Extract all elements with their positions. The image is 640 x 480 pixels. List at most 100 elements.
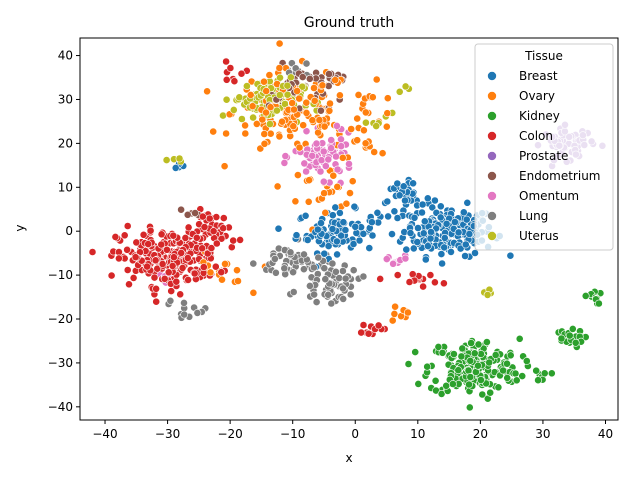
scatter-point-kidney [511,369,520,378]
legend-label: Ovary [519,89,555,103]
scatter-point-omentum [317,156,326,165]
scatter-point-colon [192,233,201,242]
scatter-point-lung [328,259,337,268]
legend-marker [487,171,497,181]
scatter-point-ovary [320,122,329,131]
scatter-point-breast [171,163,180,172]
scatter-point-omentum [321,162,330,170]
scatter-point-breast [462,215,471,224]
scatter-point-breast [442,219,451,228]
scatter-point-colon [190,269,199,278]
scatter-point-uterus [162,156,171,164]
scatter-point-breast [384,212,392,221]
scatter-point-kidney [532,366,541,375]
scatter-point-ovary [353,136,362,145]
scatter-point-breast [390,207,399,216]
x-tick-label: 40 [598,427,613,441]
scatter-point-colon [139,230,148,239]
scatter-point-ovary [347,125,356,133]
legend-marker [487,91,497,101]
scatter-point-uterus [483,290,492,299]
scatter-point-colon [157,230,166,239]
scatter-point-colon [167,287,176,295]
scatter-point-kidney [454,366,463,375]
scatter-point-breast [406,229,415,237]
scatter-point-omentum [319,147,328,156]
scatter-point-breast [463,198,472,207]
scatter-point-breast [328,225,337,233]
scatter-point-ovary [318,81,327,90]
scatter-point-breast [339,218,348,227]
scatter-point-ovary [321,208,330,217]
legend-marker [487,151,497,161]
scatter-point-kidney [411,348,420,356]
scatter-point-colon [111,232,120,241]
scatter-point-kidney [506,351,515,360]
scatter-point-uterus [237,115,246,123]
scatter-point-omentum [327,144,335,153]
scatter-point-kidney [474,361,482,370]
scatter-point-colon [408,270,417,279]
legend-title: Tissue [524,49,563,63]
scatter-point-colon [146,226,155,235]
scatter-point-omentum [337,142,346,151]
scatter-point-ovary [258,115,267,124]
scatter-point-kidney [465,380,473,389]
scatter-point-kidney [494,383,503,392]
x-tick-label: 30 [535,427,550,441]
scatter-point-omentum [281,152,290,160]
scatter-point-omentum [327,136,336,144]
x-tick-label: 0 [351,427,359,441]
scatter-point-lung [310,290,318,299]
scatter-point-kidney [404,360,413,368]
scatter-point-kidney [474,340,483,349]
scatter-point-colon [132,238,141,247]
scatter-point-kidney [476,376,485,384]
scatter-point-omentum [382,255,391,263]
scatter-point-kidney [547,369,556,378]
scatter-point-ovary [233,266,241,275]
scatter-point-colon [199,263,208,271]
scatter-point-colon [237,69,246,78]
y-tick-label: 30 [58,92,73,106]
scatter-point-uterus [175,154,184,163]
scatter-point-ovary [338,153,347,162]
scatter-point-ovary [221,259,229,268]
y-tick-label: 20 [58,136,73,150]
scatter-point-breast [383,197,392,206]
x-tick-label: −40 [92,427,117,441]
scatter-point-colon [144,240,153,248]
scatter-point-ovary [372,75,381,84]
scatter-point-omentum [302,127,311,136]
scatter-point-colon [178,263,187,272]
scatter-point-lung [331,267,340,276]
scatter-point-ovary [248,102,257,111]
scatter-point-colon [200,223,209,231]
scatter-point-ovary [295,94,304,103]
scatter-point-ovary [266,103,275,112]
scatter-point-ovary [293,87,301,95]
scatter-point-ovary [325,106,334,115]
scatter-point-kidney [478,390,487,399]
scatter-point-ovary [220,162,229,171]
scatter-point-ovary [246,91,255,99]
scatter-point-breast [341,226,350,234]
scatter-point-colon [143,262,151,271]
scatter-point-lung [166,296,175,305]
scatter-point-colon [419,282,427,291]
scatter-point-breast [423,194,432,203]
scatter-point-colon [183,254,192,262]
scatter-point-colon [158,260,167,268]
scatter-point-breast [420,217,429,226]
scatter-point-omentum [319,177,328,186]
scatter-point-breast [328,211,337,220]
scatter-point-colon [107,271,116,280]
scatter-point-ovary [275,39,284,48]
scatter-point-breast [427,228,435,236]
scatter-point-omentum [316,167,325,176]
scatter-point-lung [314,253,323,262]
y-tick-label: 10 [58,180,73,194]
scatter-point-kidney [518,372,527,380]
scatter-point-colon [374,321,383,330]
scatter-point-ovary [289,122,298,131]
